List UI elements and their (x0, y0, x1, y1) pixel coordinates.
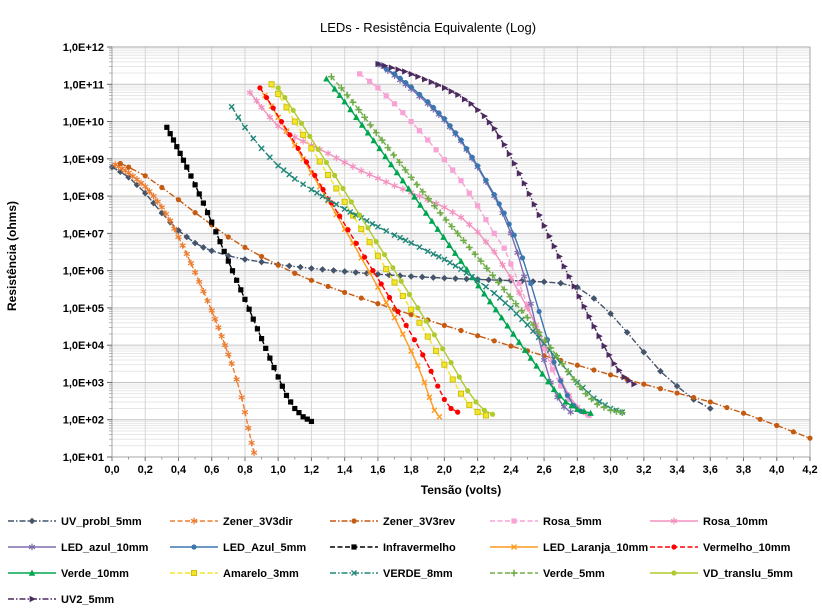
legend-item-Amarelo_3mm: Amarelo_3mm (170, 568, 299, 580)
y-tick-label: 1,0E+04 (63, 340, 105, 352)
series-Infravermelho (164, 124, 315, 425)
x-tick-label: 3,2 (636, 464, 651, 476)
x-tick-label: 4,0 (769, 464, 784, 476)
series-LED_Azul_5mm (375, 61, 584, 414)
series-Amarelo_3mm (268, 81, 489, 419)
x-tick-label: 0,2 (138, 464, 153, 476)
legend-item-Rosa_10mm: Rosa_10mm (650, 516, 768, 528)
x-tick-label: 3,6 (703, 464, 718, 476)
series-lines (108, 60, 813, 457)
x-tick-label: 4,2 (802, 464, 817, 476)
legend-item-LED_Laranja_10mm: LED_Laranja_10mm (490, 542, 648, 554)
x-tick-label: 3,0 (603, 464, 618, 476)
legend-label-Infravermelho: Infravermelho (383, 542, 456, 554)
legend-label-UV_probl_5mm: UV_probl_5mm (61, 516, 142, 528)
legend-label-Rosa_5mm: Rosa_5mm (543, 516, 602, 528)
legend-item-Verde_10mm: Verde_10mm (8, 568, 129, 580)
x-tick-label: 3,8 (736, 464, 751, 476)
legend: UV_probl_5mm Zener_3V3dir Zener_3V3rev Rosa… (8, 516, 793, 606)
y-tick-label: 1,0E+09 (63, 154, 104, 166)
legend-item-Infravermelho: Infravermelho (330, 542, 456, 554)
x-tick-label: 2,0 (437, 464, 452, 476)
legend-label-LED_Azul_5mm: LED_Azul_5mm (223, 542, 306, 554)
legend-item-UV2_5mm: UV2_5mm (8, 594, 114, 606)
legend-label-VD_translu_5mm: VD_translu_5mm (703, 568, 793, 580)
legend-item-LED_azul_10mm: LED_azul_10mm (8, 542, 149, 554)
y-tick-label: 1,0E+05 (63, 303, 104, 315)
legend-item-Vermelho_10mm: Vermelho_10mm (650, 542, 791, 554)
y-tick-label: 1,0E+02 (63, 415, 104, 427)
series-Zener_3V3dir (112, 161, 258, 457)
x-tick-label: 1,0 (271, 464, 286, 476)
y-tick-label: 1,0E+01 (63, 452, 104, 464)
x-tick-label: 0,0 (104, 464, 119, 476)
axis-ticks: 0,0 0,2 0,4 0,6 0,8 1,0 1,2 1,4 1,6 1,8 2,0 2,2 2,4 2… (63, 42, 818, 476)
legend-label-Zener_3V3rev: Zener_3V3rev (383, 516, 456, 528)
legend-item-Rosa_5mm: Rosa_5mm (490, 516, 602, 528)
series-LED_Laranja_10mm (261, 92, 443, 420)
legend-label-LED_Laranja_10mm: LED_Laranja_10mm (543, 542, 648, 554)
legend-item-VD_translu_5mm: VD_translu_5mm (650, 568, 793, 580)
x-axis-title: Tensão (volts) (421, 483, 501, 497)
series-Verde_10mm (323, 75, 594, 416)
x-tick-label: 0,8 (237, 464, 252, 476)
legend-label-Rosa_10mm: Rosa_10mm (703, 516, 768, 528)
x-tick-label: 1,8 (403, 464, 418, 476)
legend-item-Zener_3V3dir: Zener_3V3dir (170, 516, 293, 528)
y-axis-title: Resistência (ohms) (5, 201, 19, 311)
series-VD_translu_5mm (275, 85, 496, 417)
x-tick-label: 2,2 (470, 464, 485, 476)
legend-label-VERDE_8mm: VERDE_8mm (383, 568, 453, 580)
series-UV2_5mm (375, 60, 638, 388)
x-tick-label: 2,6 (536, 464, 551, 476)
legend-label-Verde_5mm: Verde_5mm (543, 568, 605, 580)
y-tick-label: 1,0E+07 (63, 228, 104, 240)
legend-item-UV_probl_5mm: UV_probl_5mm (8, 516, 142, 528)
legend-item-Zener_3V3rev: Zener_3V3rev (330, 516, 456, 528)
x-tick-label: 3,4 (669, 464, 685, 476)
legend-label-Amarelo_3mm: Amarelo_3mm (223, 568, 299, 580)
chart-title: LEDs - Resistência Equivalente (Log) (320, 20, 536, 35)
series-Verde_5mm (327, 73, 626, 417)
x-tick-label: 1,6 (370, 464, 385, 476)
legend-label-LED_azul_10mm: LED_azul_10mm (61, 542, 149, 554)
legend-label-Vermelho_10mm: Vermelho_10mm (703, 542, 791, 554)
x-tick-label: 1,2 (304, 464, 319, 476)
y-tick-label: 1,0E+03 (63, 377, 104, 389)
legend-item-Verde_5mm: Verde_5mm (490, 568, 605, 580)
legend-label-UV2_5mm: UV2_5mm (61, 594, 114, 606)
x-tick-label: 0,4 (171, 464, 187, 476)
series-Vermelho_10mm (257, 85, 461, 415)
series-Zener_3V3rev (117, 160, 813, 441)
legend-label-Verde_10mm: Verde_10mm (61, 568, 129, 580)
y-tick-label: 1,0E+12 (63, 42, 104, 54)
x-tick-label: 2,8 (570, 464, 585, 476)
y-tick-label: 1,0E+11 (63, 79, 104, 91)
y-tick-label: 1,0E+10 (63, 117, 104, 129)
legend-item-VERDE_8mm: VERDE_8mm (330, 568, 453, 580)
y-tick-label: 1,0E+06 (63, 266, 104, 278)
legend-item-LED_Azul_5mm: LED_Azul_5mm (170, 542, 306, 554)
y-tick-label: 1,0E+08 (63, 191, 104, 203)
x-tick-label: 1,4 (337, 464, 353, 476)
x-tick-label: 0,6 (204, 464, 219, 476)
legend-label-Zener_3V3dir: Zener_3V3dir (223, 516, 293, 528)
x-tick-label: 2,4 (503, 464, 519, 476)
